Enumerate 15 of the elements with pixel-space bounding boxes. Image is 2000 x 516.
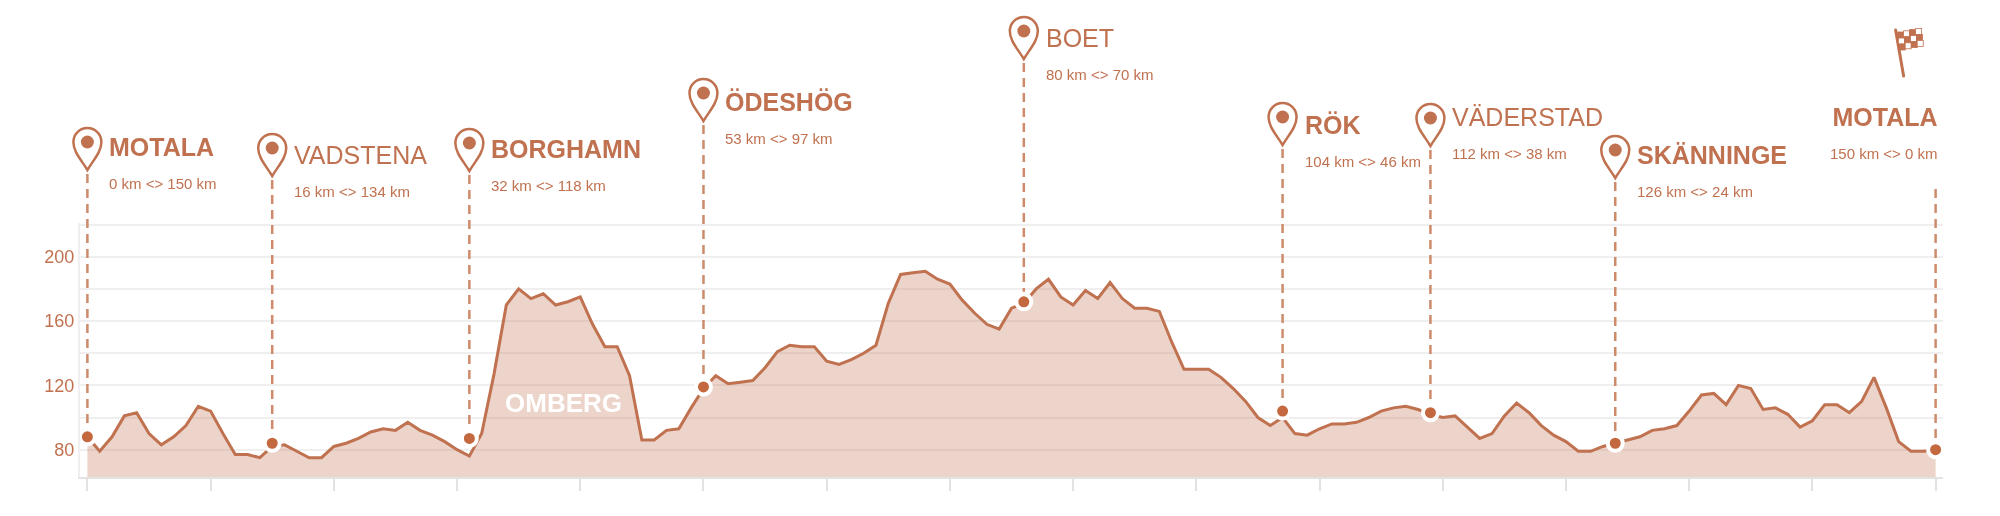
point [1014, 292, 1034, 312]
text: BORGHAMN 32 km <> 118 km [491, 135, 641, 194]
y-tick-label: 80 [54, 439, 75, 460]
text: VÄDERSTAD 112 km <> 38 km [1452, 103, 1603, 162]
text: MOTALA 150 km <> 0 km [1830, 103, 1938, 162]
text: RÖK 104 km <> 46 km [1305, 111, 1421, 170]
text: VADSTENA 16 km <> 134 km [294, 141, 428, 200]
y-tick-label: 200 [44, 247, 75, 268]
text: ÖDESHÖG 53 km <> 97 km [725, 88, 853, 147]
y-tick-label: 160 [44, 311, 75, 332]
text: BOET 80 km <> 70 km [1046, 24, 1154, 83]
text: MOTALA 0 km <> 150 km [109, 133, 217, 192]
text: SKÄNNINGE 126 km <> 24 km [1637, 141, 1788, 200]
y-tick-label: 120 [44, 375, 75, 396]
point [693, 377, 713, 397]
